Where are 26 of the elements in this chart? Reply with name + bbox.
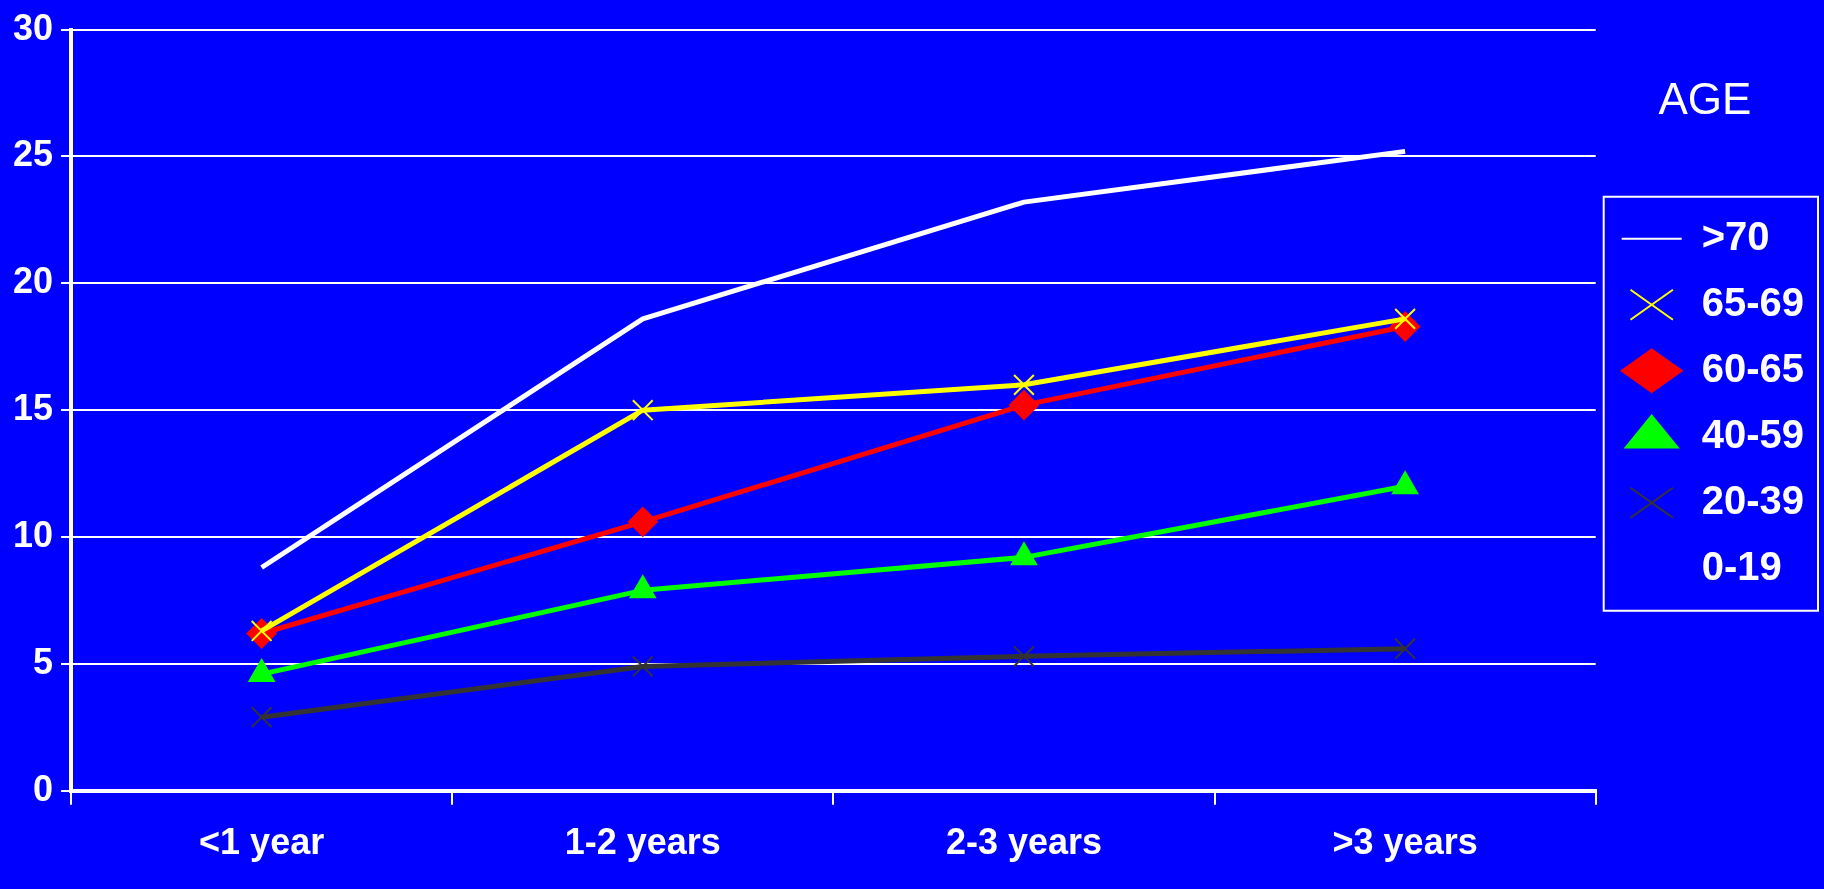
y-tick-label: 5 bbox=[33, 640, 54, 682]
y-tick-label: 10 bbox=[13, 513, 54, 555]
point bbox=[631, 399, 654, 422]
x-tick-label: <1 year bbox=[199, 821, 325, 863]
legend-label: >70 bbox=[1701, 213, 1770, 258]
x-tick-label: 2-3 years bbox=[945, 821, 1103, 863]
y-tick-label: 15 bbox=[13, 387, 54, 429]
x-tick-label: 1-2 years bbox=[564, 821, 721, 863]
text: 0-19 bbox=[1701, 543, 1782, 588]
x-tick-label: >3 years bbox=[1332, 821, 1478, 863]
point bbox=[627, 506, 658, 537]
point bbox=[1394, 637, 1417, 660]
legend-label: 60-65 bbox=[1701, 345, 1805, 390]
y-tick-label: 0 bbox=[33, 767, 54, 809]
point bbox=[250, 706, 273, 729]
point bbox=[1013, 645, 1035, 668]
point bbox=[1013, 373, 1035, 396]
point bbox=[631, 655, 654, 678]
legend-label: 65-69 bbox=[1701, 279, 1805, 324]
legend-label: 40-59 bbox=[1701, 411, 1805, 456]
legend-title: AGE bbox=[1658, 74, 1752, 124]
y-tick-label: 30 bbox=[13, 6, 54, 48]
y-tick-label: 20 bbox=[13, 260, 54, 302]
point bbox=[1008, 390, 1039, 421]
y-tick-label: 25 bbox=[13, 133, 54, 175]
legend-label: 20-39 bbox=[1701, 477, 1805, 522]
